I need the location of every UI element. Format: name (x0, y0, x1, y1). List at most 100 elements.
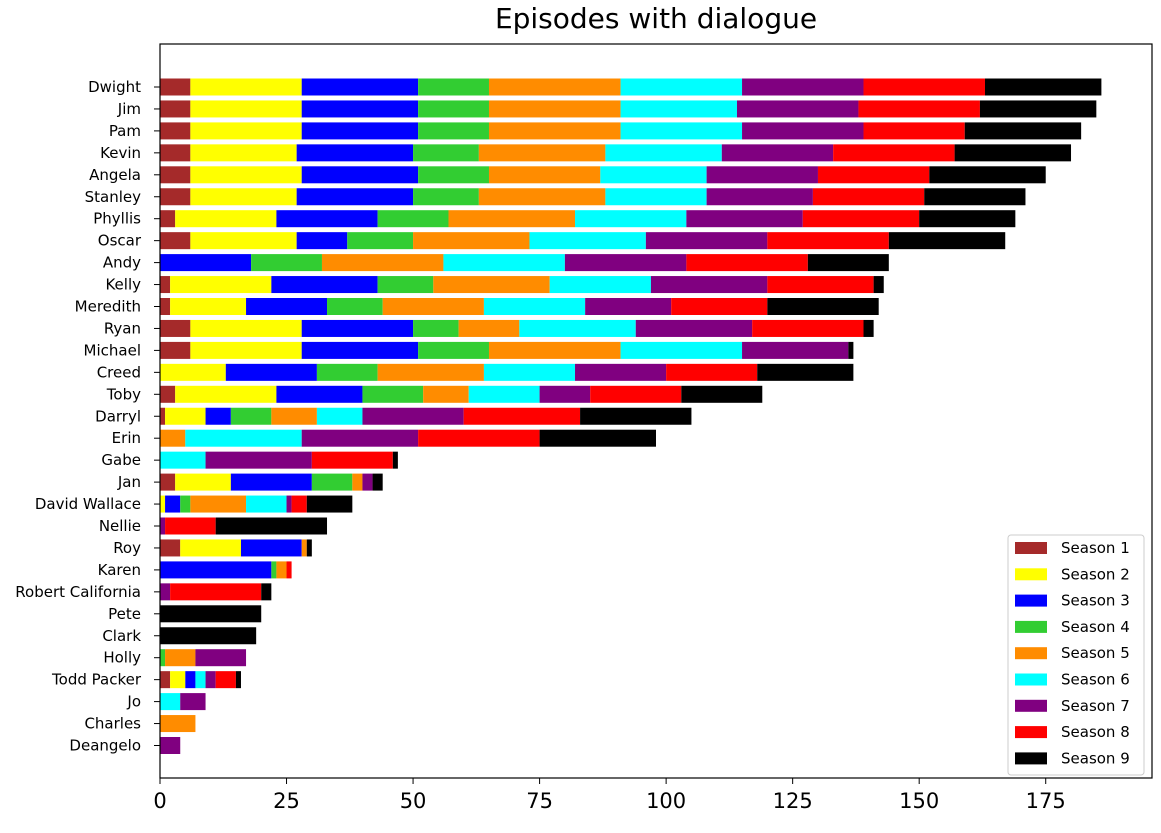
bar-stanley-season-7 (706, 188, 813, 206)
bar-david-wallace-season-8 (291, 495, 307, 513)
y-tick-label-andy: Andy (103, 254, 141, 272)
bar-jim-season-7 (736, 100, 859, 118)
bar-michael-season-7 (742, 341, 849, 359)
bar-stanley-season-8 (812, 188, 925, 206)
bar-darryl-season-1 (160, 407, 166, 425)
bar-dwight-season-7 (742, 78, 864, 96)
bar-jim-season-1 (160, 100, 191, 118)
bar-meredith-season-5 (382, 298, 484, 315)
bar-kelly-season-5 (433, 276, 550, 294)
bar-kelly-season-7 (650, 276, 768, 294)
bar-kelly-season-4 (377, 276, 434, 294)
bar-jim-season-8 (858, 100, 980, 118)
bar-phyllis-season-2 (175, 210, 277, 228)
legend-swatch-season-6 (1015, 673, 1047, 686)
bar-andy-season-3 (160, 254, 252, 272)
bar-karen-season-3 (160, 561, 272, 579)
legend-swatch-season-5 (1015, 647, 1047, 660)
bar-angela-season-9 (929, 166, 1046, 184)
bar-dwight-season-4 (418, 78, 489, 96)
bar-kevin-season-5 (478, 144, 606, 162)
bar-kevin-season-7 (721, 144, 834, 162)
bar-toby-season-1 (160, 385, 176, 403)
bar-kevin-season-9 (954, 144, 1072, 162)
y-tick-label-roy: Roy (113, 539, 141, 557)
bar-jim-season-3 (301, 100, 419, 118)
bar-andy-season-8 (686, 254, 808, 272)
bar-dwight-season-3 (301, 78, 419, 96)
y-tick-label-ryan: Ryan (104, 319, 141, 337)
bar-karen-season-4 (271, 561, 277, 579)
legend-label-season-2: Season 2 (1061, 565, 1130, 583)
bar-roy-season-1 (160, 539, 181, 557)
legend-label-season-3: Season 3 (1061, 592, 1130, 610)
bar-andy-season-9 (807, 254, 889, 272)
bar-david-wallace-season-3 (165, 495, 181, 513)
bar-oscar-season-4 (347, 232, 414, 250)
bar-robert-california-season-8 (170, 583, 262, 601)
bar-oscar-season-1 (160, 232, 191, 250)
bar-angela-season-8 (817, 166, 930, 184)
bar-meredith-season-7 (585, 298, 672, 315)
bar-oscar-season-8 (767, 232, 889, 250)
bar-karen-season-5 (276, 561, 287, 579)
y-tick-label-jo: Jo (126, 693, 141, 711)
bar-roy-season-3 (240, 539, 302, 557)
bar-oscar-season-6 (529, 232, 646, 250)
bar-toby-season-4 (362, 385, 424, 403)
bar-erin-season-6 (185, 429, 302, 447)
bar-kelly-season-3 (271, 276, 378, 294)
y-tick-label-erin: Erin (112, 429, 141, 447)
bar-andy-season-5 (321, 254, 444, 272)
bar-creed-season-2 (160, 363, 226, 381)
bar-oscar-season-9 (888, 232, 1006, 250)
bar-dwight-season-2 (190, 78, 302, 96)
y-tick-label-charles: Charles (84, 715, 141, 733)
bar-oscar-season-5 (413, 232, 530, 250)
bar-ryan-season-7 (635, 319, 753, 337)
bar-david-wallace-season-4 (180, 495, 191, 513)
bar-michael-season-1 (160, 341, 191, 359)
bar-kevin-season-4 (413, 144, 479, 162)
bar-phyllis-season-1 (160, 210, 176, 228)
bar-darryl-season-4 (230, 407, 272, 425)
bar-meredith-season-4 (327, 298, 383, 315)
bar-creed-season-4 (316, 363, 378, 381)
bar-michael-season-6 (620, 341, 743, 359)
bar-kelly-season-9 (873, 276, 884, 294)
bar-jim-season-6 (620, 100, 737, 118)
y-tick-label-darryl: Darryl (95, 407, 141, 425)
bar-creed-season-8 (666, 363, 758, 381)
legend-swatch-season-3 (1015, 594, 1047, 607)
bar-stanley-season-9 (924, 188, 1026, 206)
bar-andy-season-6 (443, 254, 565, 272)
bar-toby-season-7 (539, 385, 591, 403)
bar-todd-packer-season-6 (195, 671, 206, 689)
bar-meredith-season-8 (671, 298, 768, 315)
bar-andy-season-7 (564, 254, 687, 272)
bar-pam-season-3 (301, 122, 419, 140)
bar-holly-season-4 (160, 649, 166, 667)
bar-robert-california-season-9 (261, 583, 272, 601)
x-tick-label-175: 175 (1026, 789, 1066, 813)
bar-kevin-season-8 (833, 144, 955, 162)
bar-angela-season-3 (301, 166, 419, 184)
bar-creed-season-9 (757, 363, 854, 381)
x-tick-label-0: 0 (153, 789, 166, 813)
x-axis: 0 25 50 75 100 125 150 175 (153, 778, 1066, 813)
bar-oscar-season-2 (190, 232, 297, 250)
y-tick-label-creed: Creed (97, 363, 141, 381)
bar-jo-season-7 (180, 693, 206, 711)
y-axis: Dwight Jim Pam Kevin Angela Stanley Phyllis Osc… (15, 78, 160, 755)
y-tick-label-kelly: Kelly (105, 276, 141, 294)
bar-kelly-season-6 (549, 276, 651, 294)
y-tick-label-jim: Jim (117, 100, 141, 118)
bar-stanley-season-5 (478, 188, 606, 206)
bar-jim-season-2 (190, 100, 302, 118)
bar-deangelo-season-7 (160, 737, 181, 754)
bar-toby-season-8 (590, 385, 682, 403)
bar-meredith-season-2 (170, 298, 247, 315)
bar-pam-season-2 (190, 122, 302, 140)
y-tick-label-michael: Michael (84, 341, 141, 359)
